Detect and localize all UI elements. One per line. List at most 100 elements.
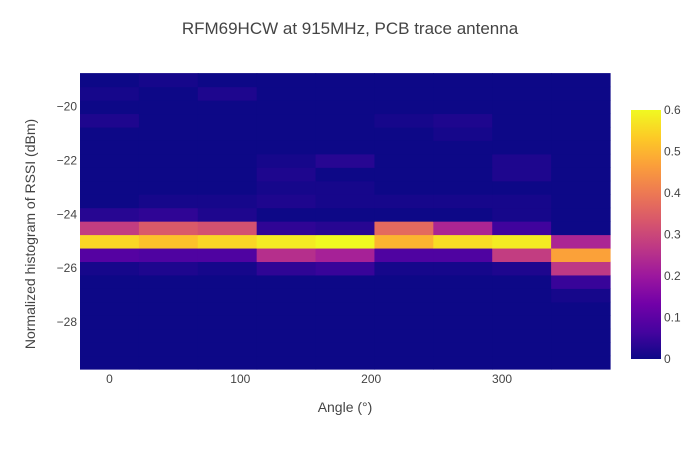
heatmap-cell (551, 167, 611, 182)
heatmap-cell (374, 274, 434, 289)
heatmap-cell (197, 328, 258, 343)
heatmap-cell (492, 247, 552, 262)
heatmap-cell (138, 180, 199, 195)
heatmap-cell (315, 113, 376, 128)
heatmap-cell (197, 274, 258, 289)
heatmap-cell (138, 328, 199, 343)
heatmap-cell (551, 73, 611, 88)
heatmap-cell (315, 73, 376, 88)
heatmap-cell (374, 247, 434, 262)
heatmap-cell (374, 355, 434, 370)
heatmap-cell (138, 261, 199, 276)
heatmap-cell (492, 100, 552, 115)
heatmap-cell (492, 126, 552, 141)
heatmap-cell (80, 180, 140, 195)
heatmap-cell (256, 301, 317, 316)
heatmap-cell (374, 100, 434, 115)
heatmap-cell (80, 73, 140, 88)
heatmap-cell (374, 86, 434, 101)
heatmap-cell (433, 274, 493, 289)
chart-title: RFM69HCW at 915MHz, PCB trace antenna (182, 19, 519, 38)
heatmap-cell (197, 207, 258, 222)
heatmap-cell (315, 221, 376, 236)
heatmap-cell (551, 113, 611, 128)
heatmap-cell (138, 167, 199, 182)
heatmap-cell (256, 274, 317, 289)
heatmap-cell (315, 153, 376, 168)
heatmap-cell (492, 113, 552, 128)
heatmap-cell (80, 167, 140, 182)
heatmap-cell (433, 100, 493, 115)
heatmap-cell (138, 113, 199, 128)
heatmap-cell (80, 194, 140, 209)
heatmap-cell (80, 315, 140, 330)
heatmap-cell (433, 126, 493, 141)
heatmap-cell (197, 100, 258, 115)
heatmap-cell (551, 221, 611, 236)
y-tick-label: −22 (57, 154, 78, 168)
plot-area[interactable] (80, 73, 611, 370)
heatmap-cell (256, 247, 317, 262)
heatmap-cell (138, 153, 199, 168)
heatmap-cell (492, 234, 552, 249)
heatmap-cell (80, 274, 140, 289)
heatmap-cell (551, 247, 611, 262)
heatmap-cell (256, 194, 317, 209)
heatmap-cell (256, 328, 317, 343)
heatmap-cell (80, 207, 140, 222)
heatmap-cell (138, 342, 199, 357)
heatmap-cell (315, 288, 376, 303)
heatmap-cell (551, 86, 611, 101)
heatmap-cell (551, 261, 611, 276)
heatmap-cell (197, 126, 258, 141)
heatmap-cell (374, 301, 434, 316)
heatmap-cell (374, 140, 434, 155)
colorbar-bar (631, 110, 661, 359)
heatmap-cell (256, 207, 317, 222)
heatmap-cell (138, 301, 199, 316)
heatmap-cell (256, 261, 317, 276)
heatmap-cell (374, 167, 434, 182)
heatmap-cell (551, 153, 611, 168)
heatmap-cell (256, 315, 317, 330)
heatmap-cell (315, 167, 376, 182)
heatmap-cell (138, 140, 199, 155)
heatmap-cell (315, 342, 376, 357)
heatmap-cell (551, 207, 611, 222)
y-tick-label: −20 (57, 100, 78, 114)
heatmap-cell (197, 221, 258, 236)
heatmap-cell (374, 194, 434, 209)
heatmap-cell (433, 261, 493, 276)
heatmap-cell (80, 342, 140, 357)
heatmap-cell (433, 355, 493, 370)
heatmap-cell (256, 288, 317, 303)
heatmap-cell (80, 301, 140, 316)
heatmap-cell (256, 113, 317, 128)
heatmap-cell (551, 301, 611, 316)
heatmap-cell (551, 315, 611, 330)
heatmap-cell (492, 207, 552, 222)
heatmap-cell (551, 288, 611, 303)
heatmap-cell (80, 247, 140, 262)
heatmap-cell (138, 221, 199, 236)
heatmap-cell (374, 328, 434, 343)
colorbar-tick-label: 0.5 (664, 145, 681, 159)
heatmap-cell (138, 355, 199, 370)
heatmap-cell (315, 126, 376, 141)
heatmap-cell (433, 328, 493, 343)
heatmap-cell (492, 167, 552, 182)
heatmap-cell (197, 342, 258, 357)
y-tick-label: −28 (57, 315, 78, 329)
heatmap-cell (256, 100, 317, 115)
heatmap-cell (433, 180, 493, 195)
heatmap-cell (551, 126, 611, 141)
heatmap-cell (492, 140, 552, 155)
colorbar-tick-label: 0.6 (664, 103, 681, 117)
colorbar-tick-label: 0.2 (664, 269, 681, 283)
heatmap-cell (374, 288, 434, 303)
x-tick-label: 100 (230, 372, 250, 386)
colorbar-tick-label: 0.4 (664, 186, 681, 200)
heatmap-cell (374, 261, 434, 276)
heatmap-cell (197, 113, 258, 128)
